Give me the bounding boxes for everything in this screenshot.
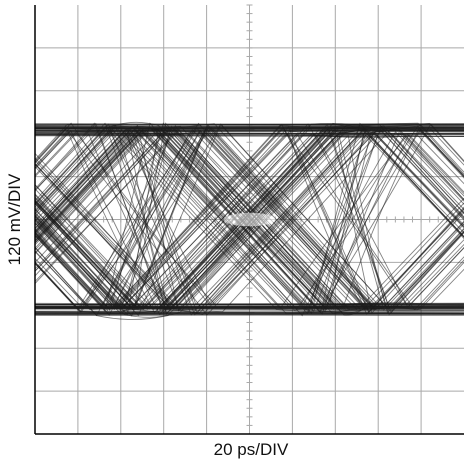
eye-trace bbox=[134, 129, 464, 306]
eye-rail-low bbox=[35, 303, 464, 306]
eye-rail-low bbox=[35, 311, 464, 314]
eye-trace bbox=[138, 129, 464, 315]
eye-trace bbox=[35, 123, 390, 310]
eye-trace bbox=[120, 132, 464, 310]
eye-trace bbox=[35, 129, 370, 310]
x-axis-label: 20 ps/DIV bbox=[214, 440, 289, 459]
eye-rail-high bbox=[35, 130, 464, 132]
eye-trace bbox=[35, 129, 365, 306]
eye-trace bbox=[35, 127, 323, 314]
eye-trace bbox=[146, 132, 464, 310]
eye-trace bbox=[113, 123, 464, 313]
eye-trace bbox=[161, 129, 464, 306]
eye-rail-high bbox=[35, 128, 464, 130]
eye-rail-high bbox=[35, 132, 464, 135]
eye-traces bbox=[35, 121, 464, 320]
eye-trace bbox=[179, 134, 464, 314]
y-axis-label: 120 mV/DIV bbox=[5, 173, 24, 265]
eye-rail-low bbox=[35, 308, 464, 311]
eye-rail-low bbox=[35, 312, 464, 315]
eye-trace bbox=[35, 129, 337, 320]
eye-rail-high bbox=[35, 126, 464, 128]
eye-rail-high bbox=[35, 126, 464, 129]
eye-trace bbox=[168, 133, 464, 315]
eye-trace bbox=[113, 127, 464, 310]
eye-trace bbox=[35, 122, 383, 305]
eye-rail-high bbox=[35, 134, 464, 137]
eye-rail-high bbox=[35, 128, 464, 131]
eye-rail-low bbox=[35, 310, 464, 312]
eye-opening bbox=[223, 212, 276, 227]
eye-trace bbox=[157, 129, 464, 309]
eye-trace bbox=[35, 123, 390, 317]
